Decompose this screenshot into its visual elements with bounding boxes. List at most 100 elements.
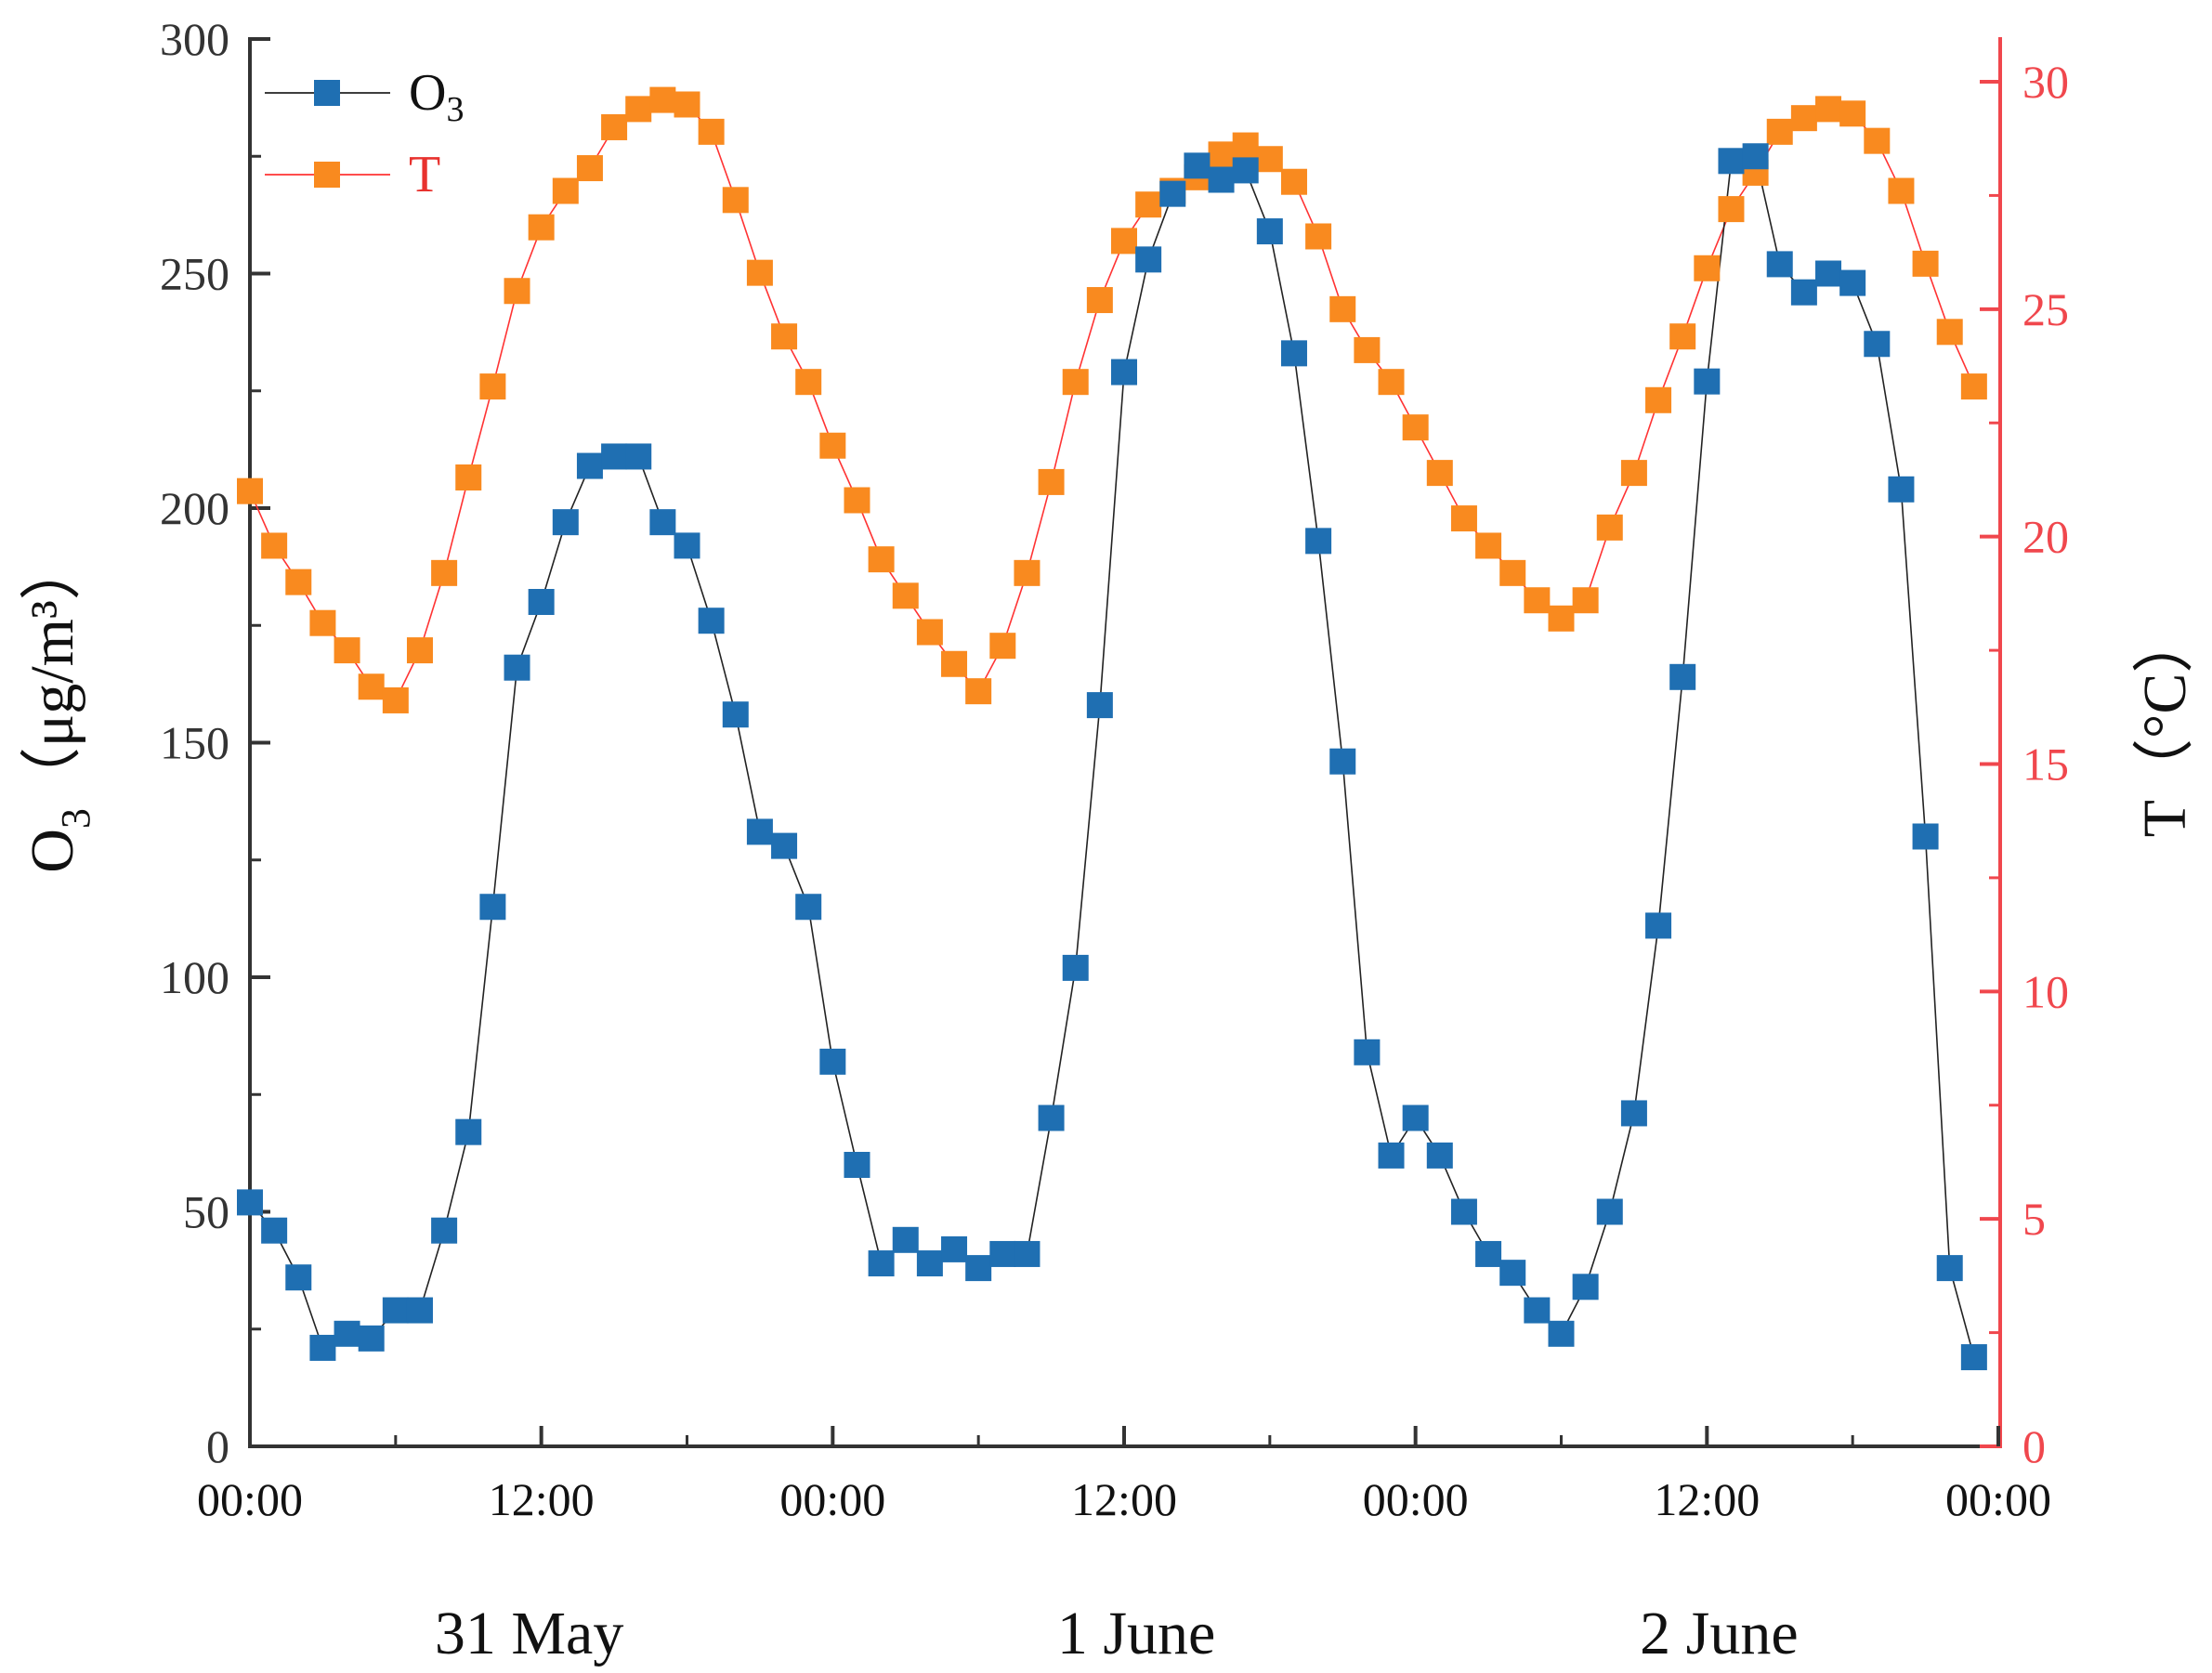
marker-t	[576, 155, 603, 182]
right-tick-label: 5	[2022, 1193, 2046, 1245]
marker-o3	[795, 894, 822, 921]
left-axis-title-unit: （μg/m³）	[19, 539, 86, 808]
marker-o3	[1548, 1320, 1575, 1347]
marker-o3	[1936, 1255, 1963, 1282]
marker-o3	[1014, 1240, 1041, 1267]
marker-o3	[1790, 279, 1817, 306]
marker-t	[1111, 228, 1137, 255]
marker-o3	[625, 443, 652, 470]
marker-o3	[237, 1189, 263, 1216]
marker-o3	[431, 1217, 458, 1244]
marker-t	[1475, 532, 1502, 559]
marker-o3	[576, 452, 603, 479]
marker-t	[1718, 196, 1745, 223]
marker-t	[1790, 105, 1817, 132]
marker-t	[358, 673, 385, 700]
marker-o3	[382, 1297, 409, 1324]
marker-t	[892, 582, 919, 609]
marker-t	[1426, 460, 1453, 487]
marker-t	[1062, 369, 1089, 396]
marker-o3	[1305, 528, 1332, 555]
marker-o3	[285, 1264, 312, 1291]
marker-t	[1305, 223, 1332, 250]
marker-o3	[1766, 251, 1793, 278]
right-tick-label: 20	[2022, 511, 2069, 563]
marker-t	[1815, 96, 1842, 123]
marker-t	[1645, 386, 1672, 413]
marker-o3	[406, 1297, 433, 1324]
marker-t	[237, 477, 263, 504]
x-tick-label: 12:00	[1071, 1473, 1177, 1525]
marker-o3	[965, 1255, 992, 1282]
left-tick-label: 300	[160, 13, 229, 65]
marker-o3	[868, 1250, 895, 1277]
left-tick-label: 50	[183, 1186, 229, 1238]
marker-o3	[479, 894, 506, 921]
marker-t	[1038, 468, 1065, 495]
marker-t	[844, 487, 870, 514]
marker-t	[1888, 177, 1915, 204]
marker-t	[1499, 559, 1526, 586]
marker-t	[1086, 287, 1113, 314]
marker-t	[1620, 460, 1647, 487]
right-axis-title: T（°C）	[2131, 612, 2199, 838]
marker-o3	[1159, 180, 1186, 207]
marker-t	[989, 633, 1016, 660]
marker-t	[1354, 336, 1381, 363]
marker-o3	[1888, 476, 1915, 503]
marker-t	[1694, 255, 1721, 281]
legend-label-sub: 3	[446, 90, 464, 129]
marker-o3	[504, 654, 530, 681]
marker-o3	[528, 589, 555, 615]
x-tick-label: 00:00	[1363, 1473, 1469, 1525]
marker-t	[1572, 587, 1599, 614]
marker-t	[819, 432, 846, 459]
marker-t	[722, 187, 749, 214]
x-tick-label: 00:00	[197, 1473, 303, 1525]
day-label: 2 June	[1640, 1600, 1798, 1667]
marker-o3	[1572, 1274, 1599, 1300]
marker-o3	[698, 608, 725, 634]
marker-o3	[1669, 663, 1696, 690]
left-tick-label: 150	[160, 717, 229, 769]
marker-o3	[722, 701, 749, 728]
marker-t	[504, 278, 530, 305]
day-label: 1 June	[1057, 1600, 1215, 1667]
marker-t	[528, 214, 555, 241]
marker-o3	[1815, 260, 1842, 287]
marker-o3	[1280, 340, 1307, 367]
right-tick-label: 10	[2022, 965, 2069, 1017]
marker-t	[1280, 168, 1307, 195]
axis-ticks	[248, 37, 2000, 1448]
left-axis-title-main: O	[19, 829, 86, 873]
marker-o3	[1232, 157, 1259, 184]
marker-o3	[1062, 954, 1089, 981]
marker-t	[406, 637, 433, 664]
marker-t	[698, 118, 725, 145]
marker-o3	[1694, 368, 1721, 395]
marker-t	[1402, 414, 1429, 441]
legend-label-t: T	[409, 146, 440, 203]
marker-o3	[1426, 1142, 1453, 1169]
marker-o3	[941, 1235, 968, 1262]
marker-o3	[1912, 823, 1939, 850]
marker-t	[1329, 295, 1356, 322]
marker-t	[1839, 100, 1866, 127]
marker-o3	[334, 1320, 360, 1347]
marker-o3	[649, 509, 676, 536]
marker-t	[601, 113, 628, 140]
marker-t	[1669, 323, 1696, 350]
marker-o3	[771, 832, 798, 859]
marker-t	[479, 373, 506, 400]
marker-o3	[746, 818, 773, 845]
x-tick-label: 00:00	[779, 1473, 885, 1525]
x-tick-label: 12:00	[1654, 1473, 1760, 1525]
marker-o3	[674, 532, 700, 559]
marker-t	[746, 259, 773, 286]
marker-o3	[1864, 331, 1891, 358]
marker-o3	[358, 1325, 385, 1352]
marker-t	[1378, 369, 1405, 396]
marker-t	[771, 323, 798, 350]
marker-t	[1256, 146, 1283, 173]
marker-t	[649, 86, 676, 113]
